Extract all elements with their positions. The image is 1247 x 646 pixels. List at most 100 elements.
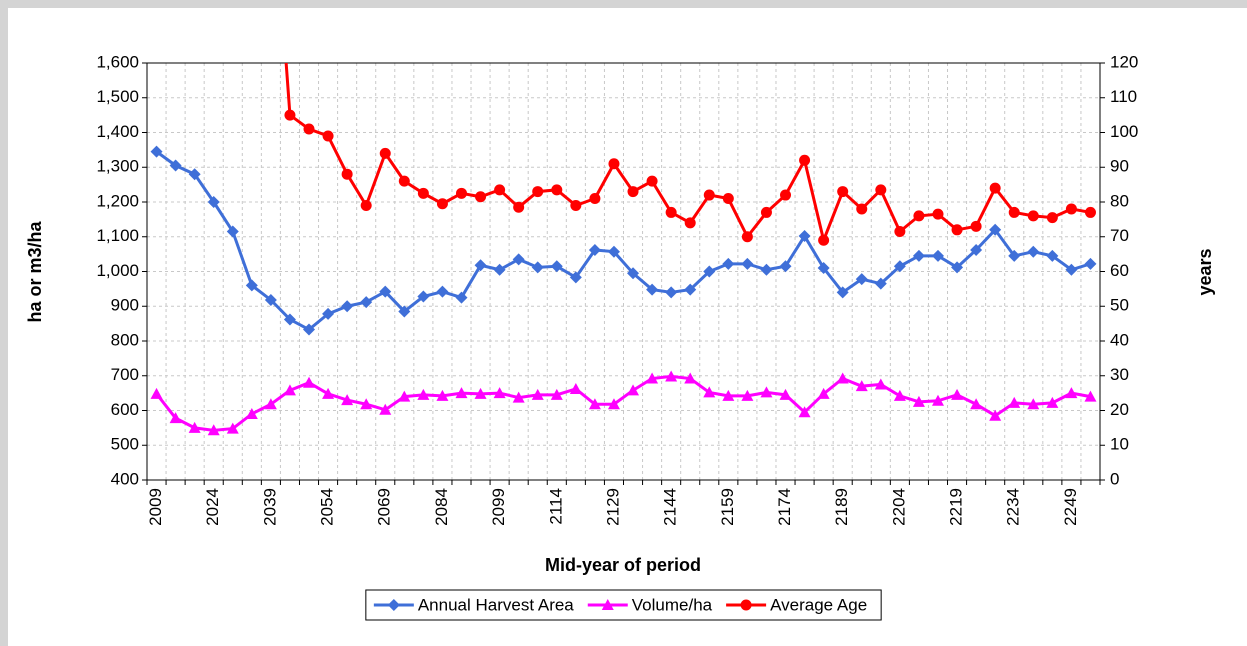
marker [741,231,753,243]
marker [169,412,182,424]
y2-tick-label: 50 [1110,296,1129,315]
marker [684,283,697,296]
y2-tick-label: 120 [1110,52,1138,71]
marker [417,290,430,303]
marker [379,147,391,159]
marker [817,387,830,399]
y-tick-label: 600 [111,400,139,419]
marker [513,201,525,213]
marker [837,186,849,198]
marker [475,191,487,203]
y-tick-label: 1,400 [96,122,139,141]
marker [779,260,792,273]
marker [436,198,448,210]
marker [360,296,373,309]
marker [703,189,715,201]
x-tick-label: 2204 [889,488,908,526]
marker [836,286,849,299]
marker [760,263,773,276]
y2-axis-title: years [1195,248,1215,295]
y2-tick-label: 80 [1110,191,1129,210]
x-tick-label: 2219 [947,488,966,526]
marker [875,184,887,196]
marker [589,193,601,205]
marker [703,265,716,278]
marker [818,234,830,246]
marker [436,389,449,401]
marker [740,599,752,611]
y-tick-label: 1,300 [96,157,139,176]
series-layer [150,63,1097,436]
x-tick-label: 2009 [146,488,165,526]
marker [1084,206,1096,218]
marker [836,372,849,384]
marker [379,403,392,415]
marker [474,259,487,272]
legend-label: Average Age [770,595,867,614]
marker [207,196,220,208]
marker [741,257,754,270]
marker [970,220,982,232]
marker [207,424,220,436]
y2-tick-label: 0 [1110,469,1119,488]
marker [417,187,429,199]
y2-tick-label: 110 [1110,87,1137,106]
marker [893,389,906,401]
y-tick-label: 1,200 [96,191,139,210]
marker [360,199,372,211]
marker [379,285,392,298]
marker [150,387,163,399]
y2-tick-label: 20 [1110,400,1129,419]
marker [1027,245,1040,258]
marker [741,389,754,401]
marker [989,182,1001,194]
marker [1065,263,1078,276]
y2-tick-label: 100 [1110,122,1138,141]
marker [1027,210,1039,222]
marker [646,283,659,296]
marker [970,243,983,256]
marker [398,390,411,402]
marker [341,394,354,406]
marker [856,203,868,215]
marker [455,187,467,199]
marker [283,384,296,396]
marker [1008,249,1021,262]
marker [474,387,487,399]
marker [1046,396,1059,408]
marker [245,279,258,292]
marker [284,109,296,121]
marker [455,291,468,304]
y-axis-title: ha or m3/ha [25,220,45,322]
marker [322,307,335,320]
marker [512,253,525,266]
marker [322,387,335,399]
marker [341,300,354,313]
marker [188,421,201,433]
marker [264,293,277,306]
x-tick-label: 2174 [775,488,794,526]
marker [531,388,544,400]
marker [989,223,1002,236]
marker [627,384,640,396]
x-tick-label: 2084 [432,488,451,526]
marker [569,382,582,394]
marker [1084,257,1097,270]
legend-item: Volume/ha [587,595,713,614]
marker [303,376,316,388]
marker [646,175,658,187]
marker [493,263,506,276]
marker [874,277,887,290]
marker [1084,390,1097,402]
marker [931,249,944,262]
marker [798,230,811,243]
y2-tick-label: 40 [1110,330,1129,349]
marker [665,286,678,299]
x-tick-label: 2069 [375,488,394,526]
marker [607,398,620,410]
marker [1065,203,1077,215]
x-tick-label: 2129 [603,488,622,526]
marker [1008,396,1021,408]
x-tick-label: 2024 [203,488,222,526]
